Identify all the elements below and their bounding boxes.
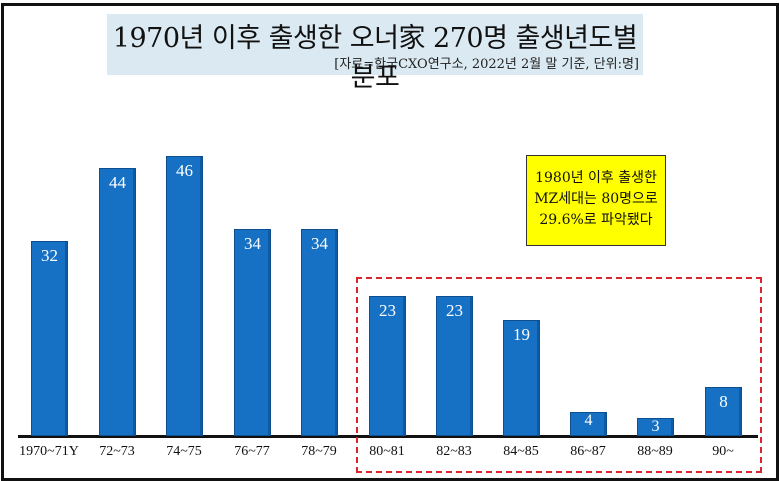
bar-value-label: 3 [651,418,660,435]
x-tick-label: 86~87 [570,444,606,459]
bar: 4 [570,412,607,436]
bar: 23 [369,296,406,436]
x-tick-label: 74~75 [166,444,202,459]
bar-value-label: 46 [176,161,193,180]
bar-value-label: 8 [719,392,728,411]
bar: 32 [31,241,68,436]
bar-value-label: 34 [311,234,328,253]
bar: 8 [705,387,742,436]
bar-value-label: 32 [41,246,58,265]
bar: 46 [166,156,203,436]
callout-line: MZ세대는 80명으로 [534,191,658,207]
callout-box: 1980년 이후 출생한 MZ세대는 80명으로 29.6%로 파악됐다 [526,155,666,246]
bar-value-label: 23 [446,301,463,320]
bar: 19 [503,320,540,436]
bar: 3 [637,418,674,436]
callout-text: 1980년 이후 출생한 MZ세대는 80명으로 29.6%로 파악됐다 [527,168,665,231]
bar-value-label: 44 [109,173,126,192]
chart-source: [자료=한국CXO연구소, 2022년 2월 말 기준, 단위:명] [334,57,639,72]
chart-title: 1970년 이후 출생한 오너家 270명 출생년도별 분포 [112,23,638,93]
x-tick-label: 1970~71Y [19,444,79,459]
bar-value-label: 34 [244,234,261,253]
x-axis-line [18,435,758,438]
x-tick-label: 78~79 [301,444,337,459]
bar-value-label: 4 [584,412,593,429]
callout-line: 1980년 이후 출생한 [535,170,657,186]
bar-value-label: 19 [513,325,530,344]
bar: 34 [234,229,271,436]
bar: 44 [99,168,136,436]
x-tick-label: 84~85 [503,444,539,459]
x-tick-label: 82~83 [436,444,472,459]
x-tick-label: 72~73 [99,444,135,459]
bar: 34 [301,229,338,436]
callout-line: 29.6%로 파악됐다 [539,212,653,228]
x-tick-label: 88~89 [637,444,673,459]
mz-highlight-box [356,277,762,473]
x-tick-label: 80~81 [369,444,405,459]
bar-value-label: 23 [379,301,396,320]
bar: 23 [436,296,473,436]
x-tick-label: 90~ [712,444,734,459]
x-tick-label: 76~77 [234,444,270,459]
title-box: 1970년 이후 출생한 오너家 270명 출생년도별 분포 [자료=한국CXO… [107,14,643,93]
